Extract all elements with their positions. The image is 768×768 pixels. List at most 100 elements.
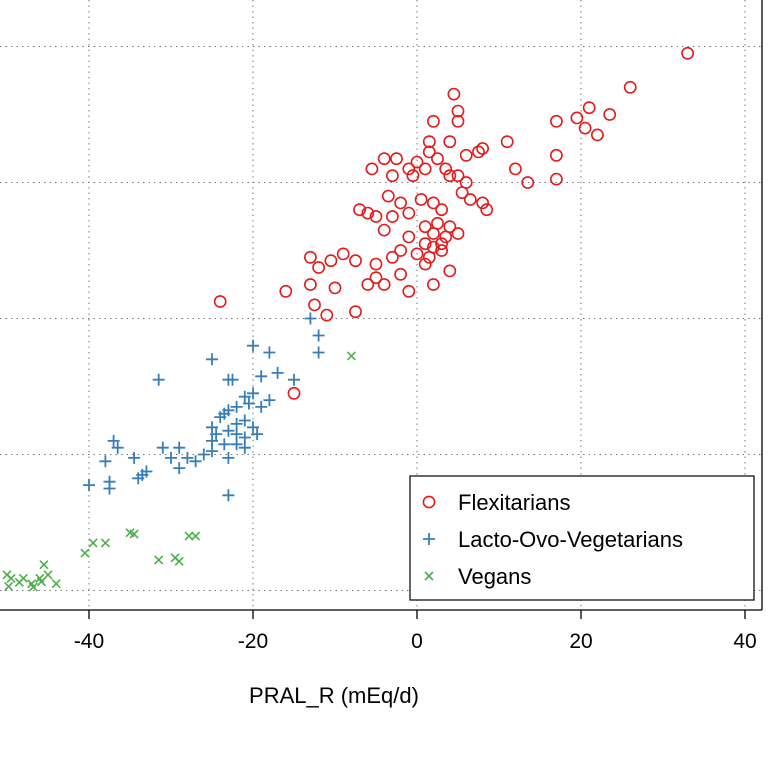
flexitarians-point [324,254,338,268]
lacto-ovo-vegetarians-point [103,482,116,495]
vegans-point [184,531,194,541]
flexitarians-point [509,162,522,176]
flexitarians-point [303,278,317,291]
lacto-ovo-vegetarians-point [288,373,300,386]
lacto-ovo-vegetarians-point [242,397,255,410]
flexitarians-point [303,250,317,264]
flexitarians-point [422,135,436,149]
vegans-point [346,351,356,361]
flexitarians-point [402,230,416,244]
lacto-ovo-vegetarians-point [165,451,177,464]
flexitarians-point [390,152,403,166]
legend: Flexitarians Lacto-Ovo-Vegetarians Vegans [409,475,755,601]
x-axis-title: PRAL_R (mEq/d) [249,683,419,708]
lacto-ovo-vegetarians-point [214,411,227,424]
data-points [2,46,694,592]
lacto-ovo-vegetarians-point [238,441,251,454]
axes [0,0,763,619]
lacto-ovo-vegetarians-point [156,441,169,454]
lacto-ovo-vegetarians-point [222,489,235,502]
flexitarians-point [431,216,444,230]
flexitarians-point [472,145,485,159]
lacto-ovo-vegetarians-point [218,438,231,451]
flexitarians-point [312,261,325,274]
flexitarians-point [476,142,489,155]
flexitarians-point [431,152,444,166]
vegans-point [191,531,201,541]
flexitarians-point [451,227,465,240]
lacto-ovo-vegetarians-point [111,441,124,454]
flexitarians-point [410,247,424,261]
lacto-ovo-vegetarians-point [136,468,149,481]
legend-marker [424,571,434,581]
x-tick-label: 0 [411,630,423,653]
flexitarians-point [377,223,391,237]
flexitarians-point [451,104,465,118]
flexitarians-point [418,220,432,234]
flexitarians-point [463,193,477,206]
lacto-ovo-vegetarians-point [263,346,276,359]
flexitarians-point [385,250,399,264]
flexitarians-point [402,162,416,176]
vegans-point [28,582,38,592]
lacto-ovo-vegetarians-point [247,387,259,400]
flexitarians-point [402,206,416,220]
lacto-ovo-vegetarians-point [238,414,251,427]
flexitarians-point [406,169,420,183]
x-tick-labels: -40 -20 0 20 40 [74,630,757,653]
flexitarians-point [623,80,637,94]
flexitarians-point [365,162,379,176]
flexitarians-point [570,111,584,125]
flexitarians-point [459,148,473,162]
flexitarians-point [336,247,350,261]
vegans-point [14,577,24,587]
flexitarians-point [320,308,334,322]
lacto-ovo-vegetarians-point [238,390,251,403]
lacto-ovo-vegetarians-point [222,451,235,464]
legend-label: Flexitarians [458,490,570,515]
lacto-ovo-vegetarians-point [206,421,218,434]
flexitarians-point [447,87,461,101]
flexitarians-point [369,271,383,285]
flexitarians-point [394,196,407,210]
lacto-ovo-vegetarians-point [304,312,317,325]
vegans-point [36,577,47,587]
x-tick-label: -40 [74,630,104,653]
flexitarians-point [418,257,432,271]
vegans-point [80,548,90,558]
lacto-ovo-vegetarians-point [99,455,112,468]
flexitarians-point [422,145,436,159]
legend-marker [423,533,435,545]
lacto-ovo-vegetarians-point [255,400,268,413]
lacto-ovo-vegetarians-point [173,462,186,475]
flexitarians-point [369,210,383,223]
flexitarians-point [451,114,465,128]
flexitarians-point [349,254,362,268]
flexitarians-point [369,257,383,271]
flexitarians-point [381,189,395,203]
flexitarians-point [578,121,592,135]
lacto-ovo-vegetarians-point [247,339,259,352]
flexitarians-point [385,210,399,223]
flexitarians-point [418,162,432,176]
flexitarians-point [591,128,604,142]
flexitarians-point [353,203,366,217]
vegans-point [129,529,139,539]
lacto-ovo-vegetarians-point [226,373,239,386]
gridlines [0,0,762,610]
flexitarians-point [361,278,375,291]
flexitarians-point [435,244,448,257]
lacto-ovo-vegetarians-point [312,346,325,359]
flexitarians-point [476,196,489,210]
lacto-ovo-vegetarians-point [189,455,202,468]
vegans-point [51,579,61,589]
vegans-point [154,555,164,565]
flexitarians-point [435,203,448,217]
flexitarians-point [418,237,432,251]
legend-label: Vegans [458,564,531,589]
lacto-ovo-vegetarians-point [210,428,223,441]
flexitarians-point [349,305,362,319]
lacto-ovo-vegetarians-point [83,479,95,492]
vegans-point [6,573,16,583]
flexitarians-point [377,278,391,291]
